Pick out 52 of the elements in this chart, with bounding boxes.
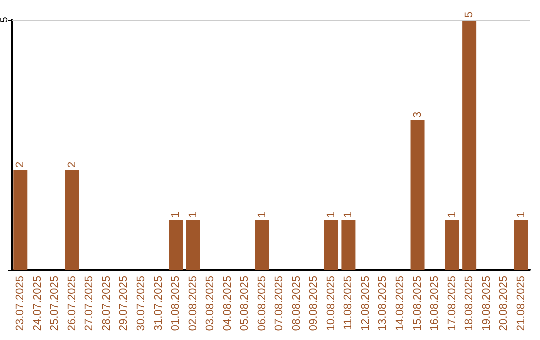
x-tick-label: 10.08.2025: [325, 276, 338, 332]
data-label: 1: [256, 212, 268, 218]
bar: [255, 220, 270, 270]
x-tick-label: 31.07.2025: [152, 276, 165, 332]
data-label: 3: [412, 112, 424, 118]
bar: [462, 20, 477, 270]
x-tick-label: 03.08.2025: [204, 276, 217, 332]
bar: [169, 220, 184, 270]
x-tick-label: 09.08.2025: [308, 276, 320, 332]
x-tick-label: 13.08.2025: [377, 276, 390, 332]
x-tick-label: 20.08.2025: [498, 276, 510, 332]
data-label: 1: [170, 212, 182, 218]
x-tick-label: 12.08.2025: [360, 276, 372, 332]
x-tick-label: 16.08.2025: [429, 276, 442, 332]
data-label: 2: [14, 162, 27, 168]
x-tick-label: 04.08.2025: [222, 276, 234, 332]
x-tick-label: 05.08.2025: [239, 276, 252, 332]
x-tick-label: 23.07.2025: [14, 276, 27, 332]
x-tick-label: 25.07.2025: [49, 276, 62, 332]
x-tick-label: 01.08.2025: [170, 276, 182, 332]
x-tick-label: 06.08.2025: [256, 276, 268, 332]
data-label: 1: [325, 212, 338, 218]
x-tick-label: 14.08.2025: [394, 276, 406, 332]
bar: [14, 170, 28, 270]
bar: [324, 220, 338, 270]
x-tick-label: 26.07.2025: [66, 276, 78, 332]
data-label: 1: [446, 212, 458, 218]
x-tick-label: 24.07.2025: [32, 276, 44, 332]
x-tick-label: 30.07.2025: [136, 276, 148, 332]
x-tick-label: 27.07.2025: [84, 276, 96, 332]
x-tick-label: 08.08.2025: [290, 276, 303, 332]
x-tick-label: 02.08.2025: [187, 276, 200, 332]
bar: [186, 220, 200, 270]
data-label: 5: [464, 12, 476, 18]
x-tick-label: 11.08.2025: [342, 276, 355, 330]
bar: [445, 220, 460, 270]
data-label: 1: [187, 212, 200, 218]
x-tick-label: 07.08.2025: [274, 276, 286, 332]
bar: [514, 220, 528, 270]
data-label: 2: [66, 162, 78, 168]
bar: [410, 120, 425, 270]
x-tick-label: 28.07.2025: [100, 276, 113, 332]
x-tick-label: 18.08.2025: [464, 276, 476, 332]
data-label: 1: [515, 212, 528, 218]
x-tick-label: 21.08.2025: [515, 276, 528, 332]
bar: [342, 220, 356, 270]
x-tick-label: 19.08.2025: [480, 276, 493, 332]
data-label: 1: [342, 212, 355, 218]
x-tick-label: 17.08.2025: [446, 276, 458, 332]
x-tick-label: 29.07.2025: [118, 276, 130, 332]
bar: [65, 170, 80, 270]
x-tick-label: 15.08.2025: [412, 276, 424, 332]
